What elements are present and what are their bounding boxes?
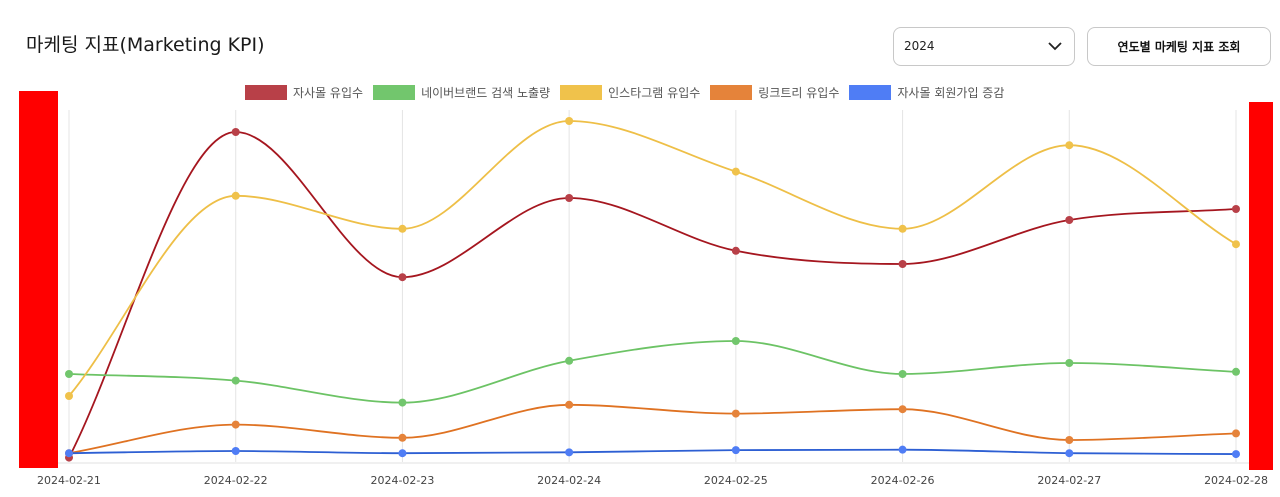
chart-legend: 자사몰 유입수 네이버브랜드 검색 노출량 인스타그램 유입수 링크트리 유입수 자사몰…	[245, 84, 1014, 101]
legend-label: 자사몰 유입수	[293, 86, 364, 100]
data-point	[731, 409, 740, 418]
data-point	[1065, 141, 1074, 150]
data-point	[1232, 367, 1240, 376]
legend-label: 링크트리 유입수	[758, 86, 840, 100]
x-tick-label: 2024-02-22	[204, 474, 268, 487]
x-tick-label: 2024-02-24	[537, 474, 601, 487]
data-point	[565, 194, 574, 202]
x-tick-label: 2024-02-21	[37, 474, 101, 487]
data-point	[565, 117, 574, 125]
x-tick-label: 2024-02-26	[871, 474, 935, 487]
legend-swatch	[245, 85, 287, 100]
data-point	[398, 449, 407, 458]
data-point	[1232, 429, 1240, 438]
legend-item[interactable]: 자사몰 유입수	[245, 84, 363, 101]
series-line	[68, 403, 1237, 455]
data-point	[898, 260, 907, 268]
data-point	[898, 445, 907, 454]
data-point	[898, 405, 907, 414]
legend-label: 네이버브랜드 검색 노출량	[421, 86, 551, 100]
data-point	[65, 370, 73, 378]
yearly-kpi-query-button[interactable]: 연도별 마케팅 지표 조회	[1087, 27, 1271, 66]
legend-item[interactable]: 링크트리 유입수	[710, 84, 839, 101]
data-point	[398, 398, 407, 407]
data-point	[1232, 205, 1240, 213]
data-point	[65, 449, 73, 458]
data-point	[1232, 240, 1240, 249]
data-point	[398, 273, 407, 282]
x-tick-label: 2024-02-28	[1204, 474, 1268, 487]
series-line	[68, 120, 1237, 397]
data-point	[231, 128, 240, 136]
data-point	[1232, 450, 1240, 459]
data-point	[1065, 449, 1074, 458]
data-point	[731, 167, 740, 176]
data-point	[1065, 359, 1074, 367]
data-point	[231, 447, 240, 455]
data-point	[231, 376, 240, 385]
data-point	[398, 433, 407, 442]
legend-label: 인스타그램 유입수	[608, 86, 701, 100]
red-overlay-left	[19, 91, 58, 468]
year-select-value: 2024	[904, 39, 935, 53]
page-title: 마케팅 지표(Marketing KPI)	[26, 34, 265, 56]
data-point	[231, 191, 240, 200]
legend-swatch	[710, 85, 753, 100]
data-point	[65, 392, 73, 400]
year-select[interactable]: 2024	[893, 27, 1075, 66]
data-point	[1065, 216, 1074, 224]
data-point	[565, 400, 574, 409]
legend-label: 자사몰 회원가입 증감	[897, 86, 1005, 100]
series-line	[68, 448, 1237, 455]
series-line	[68, 131, 1237, 459]
data-point	[731, 246, 740, 255]
legend-item[interactable]: 인스타그램 유입수	[560, 84, 700, 101]
red-overlay-right	[1249, 102, 1273, 470]
data-point	[898, 224, 907, 233]
x-tick-label: 2024-02-27	[1037, 474, 1101, 487]
data-point	[731, 337, 740, 345]
legend-swatch	[849, 85, 892, 100]
x-tick-label: 2024-02-23	[370, 474, 434, 487]
chevron-down-icon	[1048, 42, 1062, 51]
data-point	[731, 446, 740, 455]
data-point	[231, 420, 240, 429]
legend-item[interactable]: 자사몰 회원가입 증감	[849, 84, 1004, 101]
series-line	[68, 340, 1237, 404]
data-point	[565, 448, 574, 457]
legend-item[interactable]: 네이버브랜드 검색 노출량	[373, 84, 550, 101]
legend-swatch	[560, 85, 603, 100]
data-point	[398, 224, 407, 233]
x-tick-label: 2024-02-25	[704, 474, 768, 487]
legend-swatch	[373, 85, 416, 100]
data-point	[1065, 436, 1074, 444]
data-point	[898, 370, 907, 378]
data-point	[565, 356, 574, 365]
